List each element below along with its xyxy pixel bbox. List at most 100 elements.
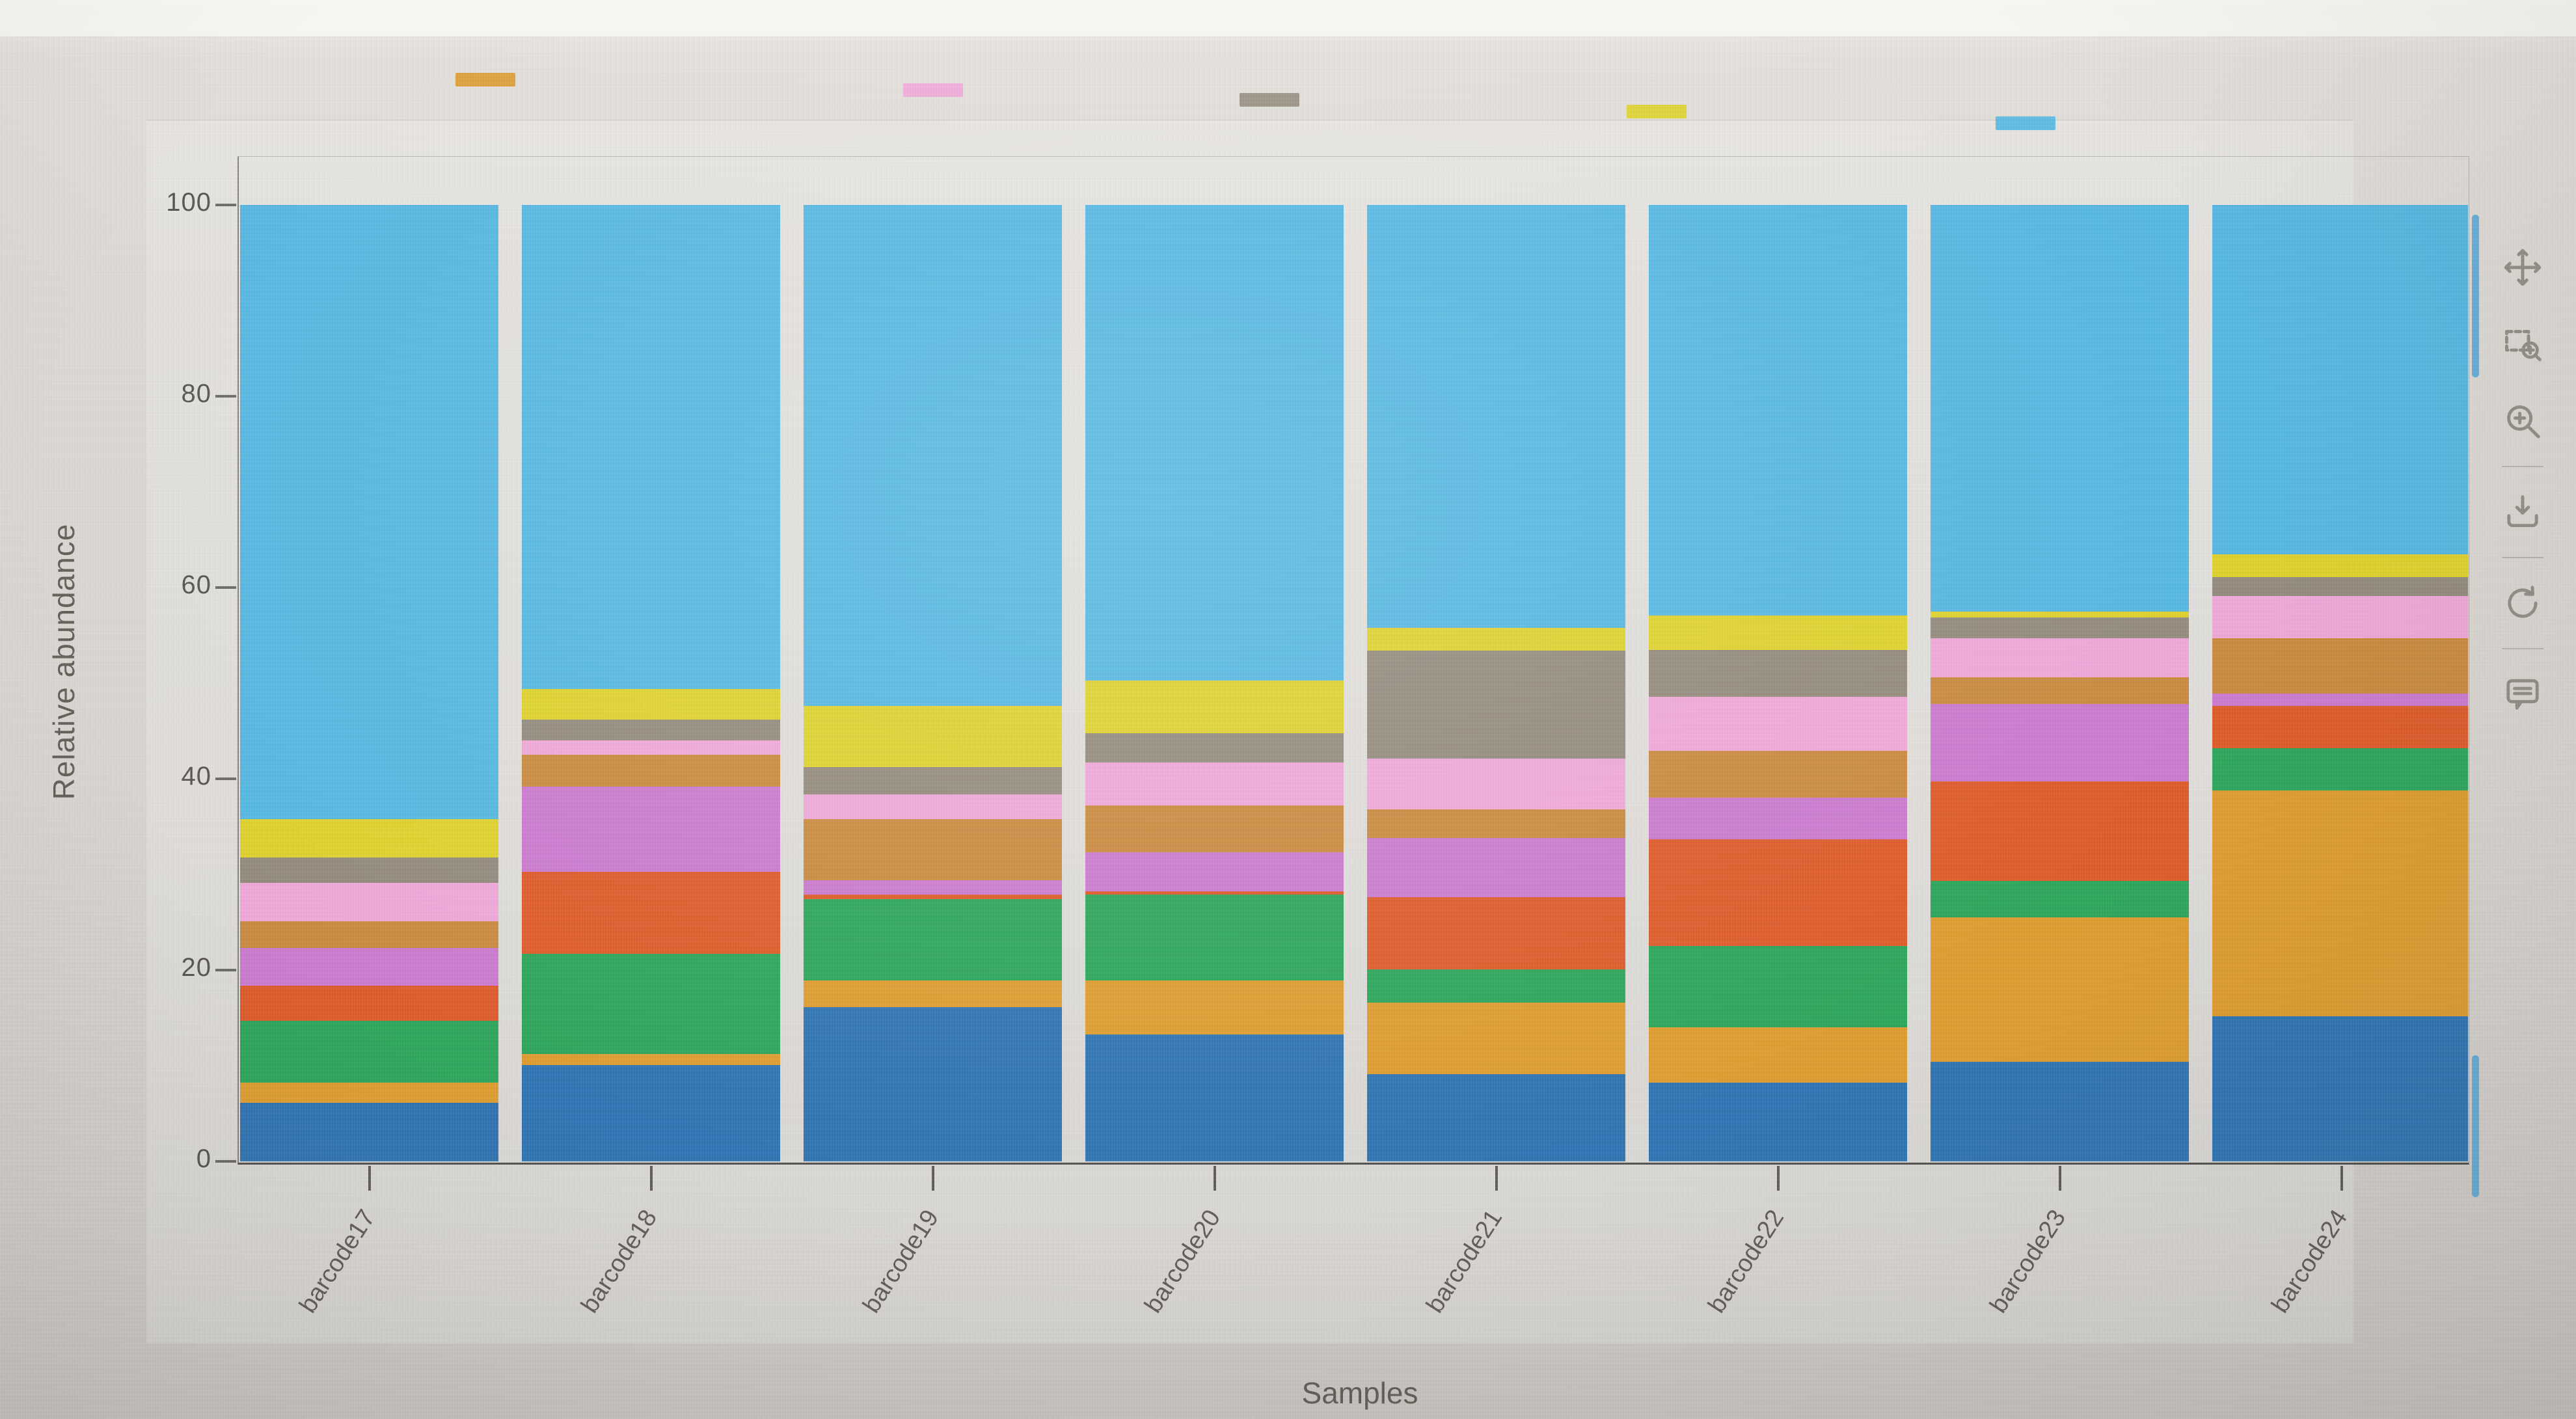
reset-tool-button[interactable] bbox=[2493, 565, 2553, 642]
segment-green-barcode19[interactable] bbox=[804, 899, 1062, 981]
segment-orchid-barcode17[interactable] bbox=[240, 948, 498, 986]
segment-amber-barcode23[interactable] bbox=[1931, 917, 2189, 1062]
segment-gray-barcode20[interactable] bbox=[1085, 733, 1344, 763]
segment-pink-barcode24[interactable] bbox=[2212, 596, 2468, 638]
segment-pink-barcode21[interactable] bbox=[1367, 759, 1625, 810]
segment-amber-barcode24[interactable] bbox=[2212, 790, 2468, 1016]
segment-sky-blue-barcode21[interactable] bbox=[1367, 205, 1625, 628]
segment-vermilion-barcode18[interactable] bbox=[522, 871, 780, 954]
segment-vermilion-barcode24[interactable] bbox=[2212, 706, 2468, 748]
segment-gray-barcode22[interactable] bbox=[1649, 649, 1907, 697]
segment-steel-blue-barcode19[interactable] bbox=[804, 1007, 1062, 1161]
bar-barcode17[interactable] bbox=[240, 205, 498, 1161]
segment-green-barcode21[interactable] bbox=[1367, 969, 1625, 1003]
segment-steel-blue-barcode17[interactable] bbox=[240, 1103, 498, 1161]
bar-barcode23[interactable] bbox=[1931, 205, 2189, 1161]
segment-vermilion-barcode21[interactable] bbox=[1367, 897, 1625, 969]
segment-green-barcode20[interactable] bbox=[1085, 894, 1344, 981]
pan-tool-button[interactable] bbox=[2493, 229, 2553, 306]
segment-sky-blue-barcode22[interactable] bbox=[1649, 205, 1907, 615]
segment-green-barcode18[interactable] bbox=[522, 954, 780, 1055]
segment-ochre-barcode19[interactable] bbox=[804, 818, 1062, 880]
segment-ochre-barcode22[interactable] bbox=[1649, 751, 1907, 798]
segment-yellow-barcode21[interactable] bbox=[1367, 627, 1625, 651]
help-tool-button[interactable] bbox=[2493, 656, 2553, 733]
segment-pink-barcode20[interactable] bbox=[1085, 763, 1344, 806]
bar-barcode21[interactable] bbox=[1367, 205, 1625, 1161]
segment-vermilion-barcode19[interactable] bbox=[804, 894, 1062, 900]
legend-swatch-sky-blue[interactable] bbox=[1996, 116, 2055, 130]
segment-sky-blue-barcode20[interactable] bbox=[1085, 205, 1344, 681]
segment-gray-barcode23[interactable] bbox=[1931, 617, 2189, 638]
segment-gray-barcode18[interactable] bbox=[522, 719, 780, 741]
segment-pink-barcode17[interactable] bbox=[240, 883, 498, 922]
segment-yellow-barcode18[interactable] bbox=[522, 688, 780, 720]
segment-orchid-barcode19[interactable] bbox=[804, 880, 1062, 895]
segment-pink-barcode19[interactable] bbox=[804, 794, 1062, 819]
segment-sky-blue-barcode18[interactable] bbox=[522, 205, 780, 689]
segment-amber-barcode18[interactable] bbox=[522, 1054, 780, 1065]
segment-ochre-barcode23[interactable] bbox=[1931, 677, 2189, 705]
segment-vermilion-barcode20[interactable] bbox=[1085, 891, 1344, 895]
segment-vermilion-barcode22[interactable] bbox=[1649, 839, 1907, 947]
segment-steel-blue-barcode20[interactable] bbox=[1085, 1034, 1344, 1161]
segment-ochre-barcode18[interactable] bbox=[522, 755, 780, 787]
segment-yellow-barcode22[interactable] bbox=[1649, 615, 1907, 650]
bar-barcode18[interactable] bbox=[522, 205, 780, 1161]
legend-swatch-amber[interactable] bbox=[455, 73, 515, 87]
bar-barcode19[interactable] bbox=[804, 205, 1062, 1161]
plot-area[interactable] bbox=[237, 156, 2469, 1165]
segment-ochre-barcode21[interactable] bbox=[1367, 809, 1625, 839]
segment-amber-barcode21[interactable] bbox=[1367, 1002, 1625, 1075]
segment-orchid-barcode20[interactable] bbox=[1085, 852, 1344, 892]
segment-orchid-barcode21[interactable] bbox=[1367, 838, 1625, 898]
segment-yellow-barcode23[interactable] bbox=[1931, 611, 2189, 617]
segment-yellow-barcode17[interactable] bbox=[240, 818, 498, 858]
segment-steel-blue-barcode23[interactable] bbox=[1931, 1062, 2189, 1161]
bar-barcode20[interactable] bbox=[1085, 205, 1344, 1161]
save-tool-button[interactable] bbox=[2493, 474, 2553, 550]
segment-vermilion-barcode23[interactable] bbox=[1931, 781, 2189, 882]
segment-amber-barcode20[interactable] bbox=[1085, 980, 1344, 1034]
segment-gray-barcode21[interactable] bbox=[1367, 651, 1625, 759]
segment-ochre-barcode17[interactable] bbox=[240, 921, 498, 949]
legend-swatch-yellow[interactable] bbox=[1627, 105, 1687, 118]
segment-sky-blue-barcode17[interactable] bbox=[240, 205, 498, 819]
segment-green-barcode22[interactable] bbox=[1649, 946, 1907, 1028]
box-zoom-tool-button[interactable] bbox=[2493, 306, 2553, 383]
segment-vermilion-barcode17[interactable] bbox=[240, 985, 498, 1021]
segment-steel-blue-barcode18[interactable] bbox=[522, 1064, 780, 1161]
wheel-zoom-tool-button[interactable] bbox=[2493, 383, 2553, 459]
legend-swatch-gray[interactable] bbox=[1240, 93, 1299, 107]
segment-gray-barcode19[interactable] bbox=[804, 767, 1062, 794]
segment-orchid-barcode24[interactable] bbox=[2212, 694, 2468, 707]
segment-orchid-barcode18[interactable] bbox=[522, 786, 780, 872]
segment-orchid-barcode23[interactable] bbox=[1931, 704, 2189, 782]
segment-amber-barcode17[interactable] bbox=[240, 1083, 498, 1103]
segment-steel-blue-barcode21[interactable] bbox=[1367, 1074, 1625, 1161]
segment-sky-blue-barcode23[interactable] bbox=[1931, 205, 2189, 612]
segment-yellow-barcode19[interactable] bbox=[804, 706, 1062, 768]
segment-green-barcode23[interactable] bbox=[1931, 881, 2189, 918]
segment-sky-blue-barcode19[interactable] bbox=[804, 205, 1062, 707]
segment-amber-barcode22[interactable] bbox=[1649, 1027, 1907, 1083]
segment-pink-barcode18[interactable] bbox=[522, 740, 780, 755]
segment-steel-blue-barcode22[interactable] bbox=[1649, 1083, 1907, 1161]
bar-barcode22[interactable] bbox=[1649, 205, 1907, 1161]
segment-pink-barcode22[interactable] bbox=[1649, 696, 1907, 751]
segment-amber-barcode19[interactable] bbox=[804, 980, 1062, 1008]
segment-gray-barcode17[interactable] bbox=[240, 857, 498, 884]
legend-swatch-pink[interactable] bbox=[903, 83, 963, 97]
bar-barcode24[interactable] bbox=[2212, 205, 2468, 1161]
segment-sky-blue-barcode24[interactable] bbox=[2212, 205, 2468, 554]
segment-yellow-barcode24[interactable] bbox=[2212, 554, 2468, 577]
segment-ochre-barcode20[interactable] bbox=[1085, 805, 1344, 853]
segment-steel-blue-barcode24[interactable] bbox=[2212, 1016, 2468, 1161]
segment-green-barcode17[interactable] bbox=[240, 1020, 498, 1083]
segment-pink-barcode23[interactable] bbox=[1931, 638, 2189, 678]
segment-ochre-barcode24[interactable] bbox=[2212, 638, 2468, 694]
segment-green-barcode24[interactable] bbox=[2212, 748, 2468, 791]
segment-orchid-barcode22[interactable] bbox=[1649, 798, 1907, 839]
segment-yellow-barcode20[interactable] bbox=[1085, 680, 1344, 733]
segment-gray-barcode24[interactable] bbox=[2212, 576, 2468, 597]
